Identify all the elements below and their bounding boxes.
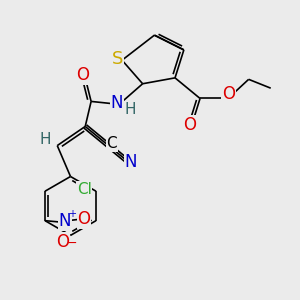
- Text: C: C: [106, 136, 117, 151]
- Text: N: N: [110, 94, 123, 112]
- Text: +: +: [68, 209, 76, 219]
- Text: S: S: [112, 50, 123, 68]
- Text: −: −: [67, 237, 77, 250]
- Text: Cl: Cl: [77, 182, 92, 197]
- Text: O: O: [222, 85, 235, 103]
- Text: H: H: [124, 102, 136, 117]
- Text: O: O: [77, 210, 90, 228]
- Text: H: H: [40, 132, 51, 147]
- Text: O: O: [76, 66, 89, 84]
- Text: N: N: [58, 212, 71, 230]
- Text: O: O: [56, 233, 69, 251]
- Text: N: N: [124, 153, 137, 171]
- Text: O: O: [183, 116, 196, 134]
